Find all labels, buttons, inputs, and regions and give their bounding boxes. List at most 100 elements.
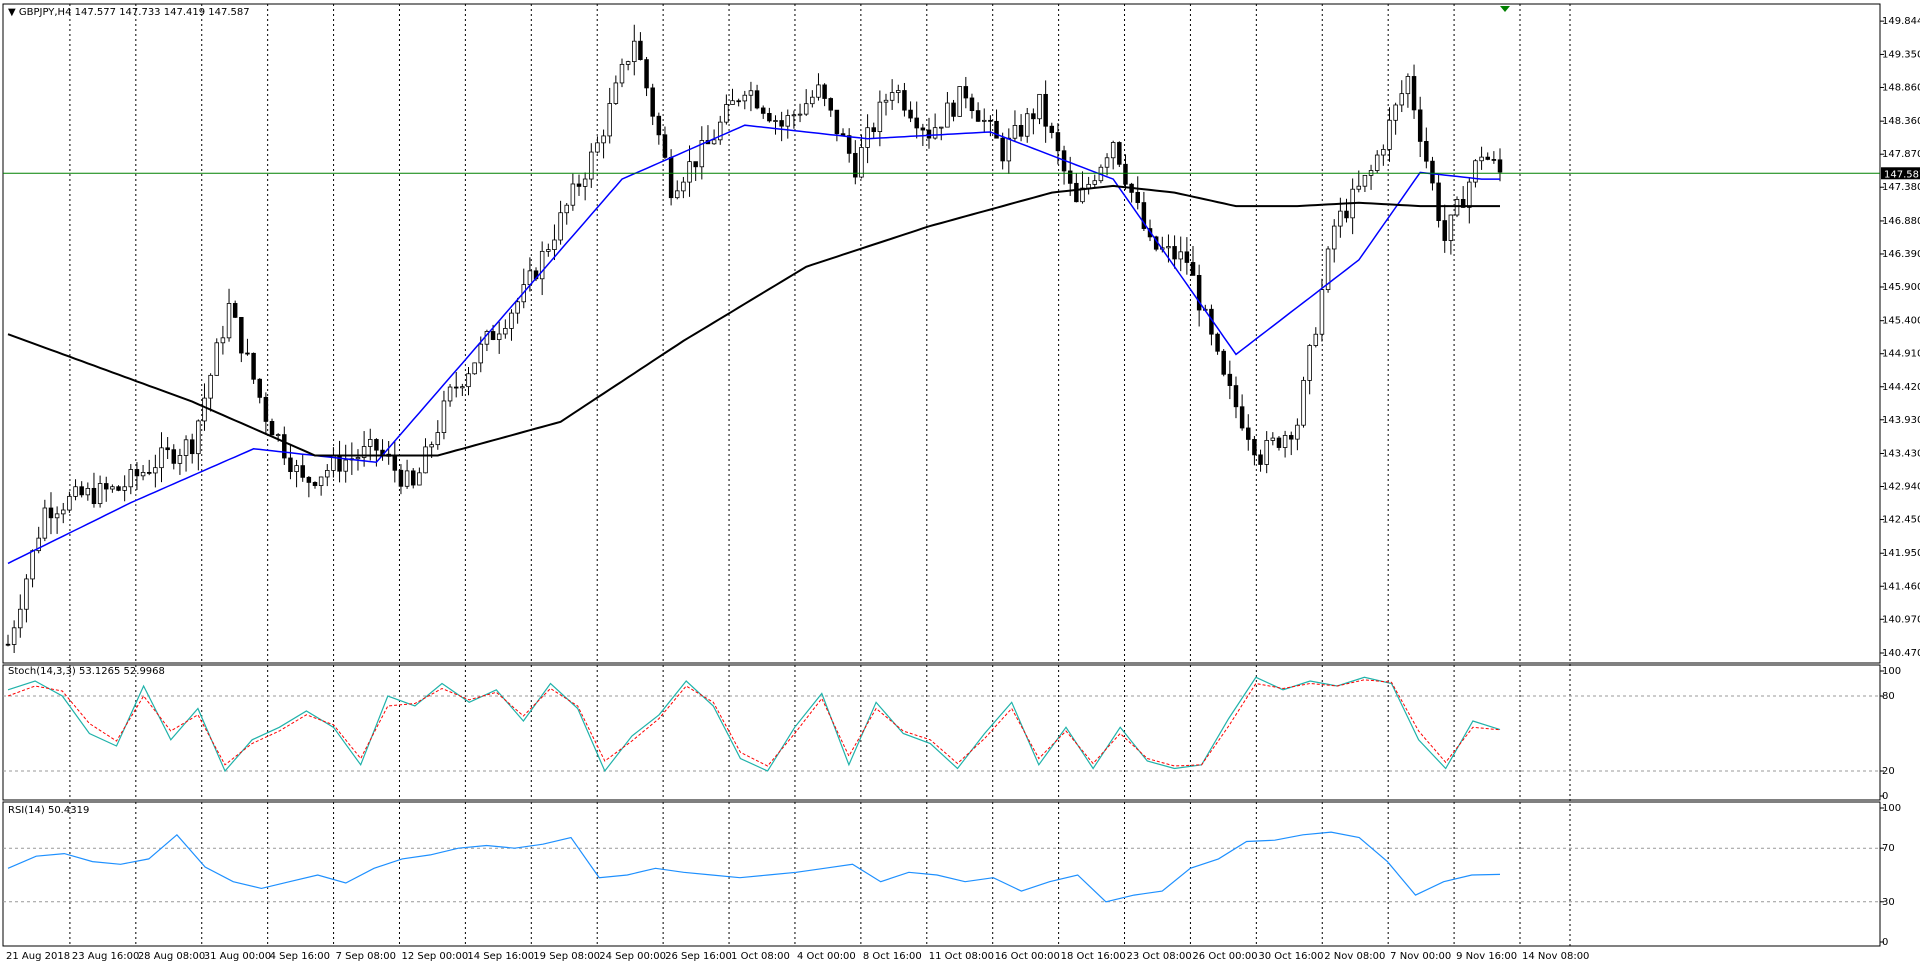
candle-body[interactable] — [1313, 333, 1319, 346]
candle-body[interactable] — [42, 507, 48, 539]
candle-body[interactable] — [846, 135, 852, 154]
candle-body[interactable] — [325, 470, 330, 478]
candle-body[interactable] — [932, 127, 938, 139]
candle-body[interactable] — [767, 112, 772, 122]
candle-body[interactable] — [318, 476, 324, 486]
candle-body[interactable] — [1289, 435, 1294, 440]
candle-body[interactable] — [1301, 379, 1306, 426]
candle-body[interactable] — [1037, 93, 1042, 120]
candle-body[interactable] — [472, 362, 477, 375]
candle-body[interactable] — [97, 483, 103, 505]
candle-body[interactable] — [91, 487, 97, 505]
candle-body[interactable] — [699, 140, 705, 168]
candle-body[interactable] — [288, 457, 293, 472]
candle-body[interactable] — [490, 331, 496, 340]
candle-body[interactable] — [515, 301, 520, 314]
candle-body[interactable] — [1307, 345, 1312, 381]
candle-body[interactable] — [1344, 210, 1349, 219]
candle-body[interactable] — [951, 102, 956, 117]
candle-body[interactable] — [681, 181, 686, 192]
candle-body[interactable] — [251, 352, 256, 380]
candle-body[interactable] — [877, 101, 883, 133]
candle-body[interactable] — [920, 127, 926, 131]
candle-body[interactable] — [662, 134, 668, 158]
candle-body[interactable] — [24, 578, 29, 610]
candle-body[interactable] — [711, 139, 717, 145]
candle-body[interactable] — [1338, 210, 1343, 227]
candle-body[interactable] — [1393, 104, 1398, 121]
candle-body[interactable] — [859, 147, 864, 178]
candle-body[interactable] — [171, 449, 177, 464]
candle-body[interactable] — [1172, 246, 1177, 260]
candle-body[interactable] — [625, 61, 631, 65]
candle-body[interactable] — [269, 421, 275, 436]
candle-body[interactable] — [668, 156, 674, 199]
candle-body[interactable] — [1239, 406, 1245, 429]
candle-body[interactable] — [883, 99, 889, 103]
candle-body[interactable] — [282, 434, 287, 459]
moving-average-slow[interactable] — [7, 184, 1500, 457]
candle-body[interactable] — [760, 107, 766, 114]
candle-body[interactable] — [361, 446, 367, 458]
candle-body[interactable] — [816, 84, 821, 98]
candle-body[interactable] — [245, 352, 250, 355]
candle-body[interactable] — [1067, 170, 1073, 184]
candle-body[interactable] — [1442, 220, 1447, 241]
candle-body[interactable] — [1424, 141, 1429, 162]
candle-body[interactable] — [1221, 350, 1226, 375]
candle-body[interactable] — [994, 120, 999, 139]
candle-body[interactable] — [1049, 125, 1055, 133]
candle-body[interactable] — [1448, 214, 1454, 241]
candle-body[interactable] — [1276, 437, 1282, 448]
candle-body[interactable] — [410, 470, 416, 486]
candle-body[interactable] — [779, 120, 784, 127]
candle-body[interactable] — [926, 129, 932, 139]
candle-body[interactable] — [239, 316, 244, 354]
candle-body[interactable] — [1485, 156, 1490, 160]
candle-body[interactable] — [558, 212, 563, 241]
candle-body[interactable] — [73, 486, 78, 497]
candle-body[interactable] — [1264, 440, 1269, 465]
moving-average-fast[interactable] — [7, 124, 1500, 565]
candle-body[interactable] — [374, 439, 379, 451]
candle-body[interactable] — [1411, 76, 1417, 111]
candle-body[interactable] — [232, 303, 238, 318]
candle-body[interactable] — [914, 117, 919, 129]
candle-body[interactable] — [1252, 439, 1257, 456]
candle-body[interactable] — [85, 487, 91, 496]
candle-body[interactable] — [294, 465, 299, 472]
candle-body[interactable] — [975, 110, 981, 122]
candle-body[interactable] — [1024, 113, 1030, 137]
candle-body[interactable] — [902, 90, 907, 111]
candle-body[interactable] — [1006, 137, 1012, 162]
indicator-main-line[interactable] — [7, 831, 1501, 903]
indicator-signal-line[interactable] — [7, 679, 1501, 767]
candle-body[interactable] — [939, 126, 944, 129]
candle-body[interactable] — [908, 109, 913, 119]
candle-body[interactable] — [638, 40, 643, 61]
candle-body[interactable] — [1055, 132, 1061, 152]
candle-body[interactable] — [368, 439, 373, 447]
candle-body[interactable] — [5, 643, 11, 646]
indicator-main-line[interactable] — [7, 676, 1501, 773]
candle-body[interactable] — [1080, 187, 1085, 203]
candle-body[interactable] — [552, 239, 557, 250]
candle-body[interactable] — [1454, 199, 1460, 216]
candle-body[interactable] — [1381, 149, 1386, 156]
candle-body[interactable] — [1417, 109, 1423, 142]
candle-body[interactable] — [754, 90, 760, 109]
candle-body[interactable] — [36, 537, 41, 552]
candle-body[interactable] — [177, 455, 183, 464]
candle-body[interactable] — [1362, 174, 1368, 187]
candle-body[interactable] — [1473, 160, 1478, 183]
candle-body[interactable] — [30, 550, 35, 580]
candle-body[interactable] — [1000, 137, 1005, 162]
candle-body[interactable] — [153, 467, 158, 474]
candle-body[interactable] — [404, 470, 410, 487]
candle-body[interactable] — [208, 374, 213, 399]
candle-body[interactable] — [1331, 225, 1337, 250]
candle-body[interactable] — [1227, 373, 1233, 386]
candle-body[interactable] — [1184, 251, 1190, 263]
candle-body[interactable] — [982, 119, 987, 122]
